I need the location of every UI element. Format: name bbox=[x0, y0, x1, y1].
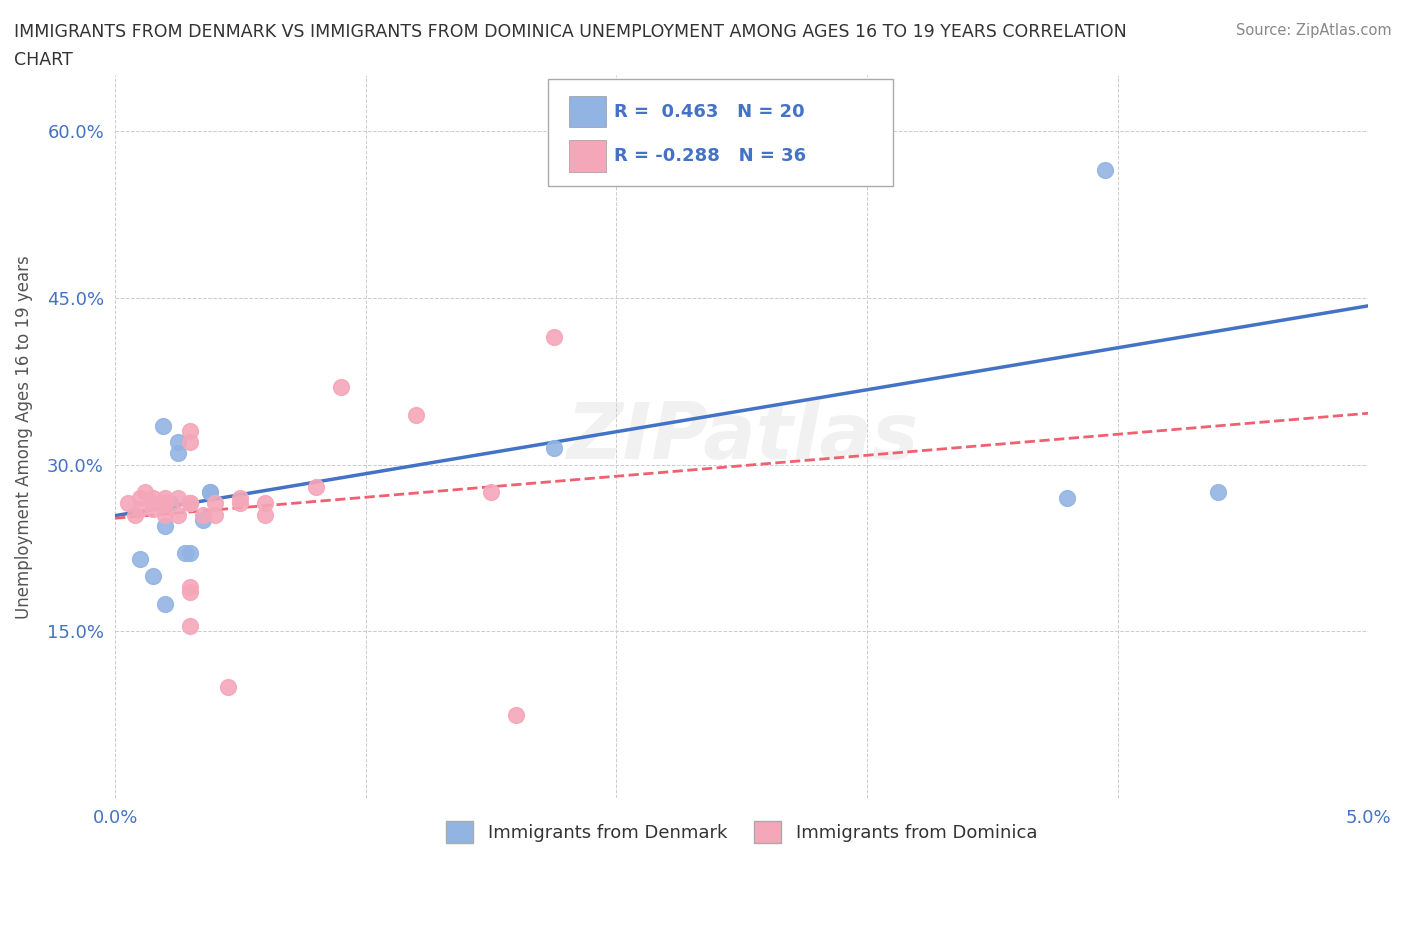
Point bbox=[155, 496, 177, 511]
Point bbox=[129, 501, 152, 516]
Point bbox=[174, 546, 197, 561]
Point bbox=[200, 485, 222, 499]
Point bbox=[204, 496, 226, 511]
Point bbox=[179, 435, 201, 450]
Point bbox=[134, 485, 156, 499]
Point bbox=[543, 441, 565, 456]
Point bbox=[217, 680, 239, 695]
Point bbox=[543, 329, 565, 344]
Point bbox=[1206, 485, 1229, 499]
Point bbox=[1056, 490, 1078, 505]
Point bbox=[142, 568, 165, 583]
Point bbox=[124, 507, 146, 522]
Point bbox=[179, 496, 201, 511]
Point bbox=[142, 501, 165, 516]
Point bbox=[405, 407, 427, 422]
Point bbox=[166, 446, 188, 461]
Y-axis label: Unemployment Among Ages 16 to 19 years: Unemployment Among Ages 16 to 19 years bbox=[15, 255, 32, 618]
Point bbox=[129, 551, 152, 566]
Point bbox=[505, 707, 527, 722]
Point bbox=[1094, 163, 1116, 178]
Point bbox=[204, 507, 226, 522]
Point bbox=[159, 496, 181, 511]
Point bbox=[191, 512, 214, 527]
Legend: Immigrants from Denmark, Immigrants from Dominica: Immigrants from Denmark, Immigrants from… bbox=[439, 814, 1045, 850]
Point bbox=[179, 496, 201, 511]
Point bbox=[254, 496, 277, 511]
Text: IMMIGRANTS FROM DENMARK VS IMMIGRANTS FROM DOMINICA UNEMPLOYMENT AMONG AGES 16 T: IMMIGRANTS FROM DENMARK VS IMMIGRANTS FR… bbox=[14, 23, 1126, 41]
Point bbox=[155, 496, 177, 511]
Text: R = -0.288   N = 36: R = -0.288 N = 36 bbox=[614, 147, 807, 166]
Point bbox=[166, 490, 188, 505]
Point bbox=[155, 496, 177, 511]
Text: R =  0.463   N = 20: R = 0.463 N = 20 bbox=[614, 102, 806, 121]
Point bbox=[142, 490, 165, 505]
Point bbox=[191, 507, 214, 522]
Point bbox=[655, 157, 678, 172]
Point bbox=[166, 507, 188, 522]
Text: CHART: CHART bbox=[14, 51, 73, 69]
Point bbox=[117, 496, 139, 511]
Point bbox=[254, 507, 277, 522]
Point bbox=[129, 490, 152, 505]
Point bbox=[179, 496, 201, 511]
Point bbox=[229, 496, 252, 511]
Text: ZIPatlas: ZIPatlas bbox=[565, 399, 918, 474]
Point bbox=[155, 496, 177, 511]
Point bbox=[142, 496, 165, 511]
Point bbox=[179, 579, 201, 594]
Point bbox=[304, 479, 326, 494]
Point bbox=[179, 618, 201, 633]
Point bbox=[179, 546, 201, 561]
Point bbox=[155, 596, 177, 611]
Point bbox=[200, 485, 222, 499]
Point bbox=[229, 490, 252, 505]
Point bbox=[155, 490, 177, 505]
Point bbox=[179, 585, 201, 600]
Text: Source: ZipAtlas.com: Source: ZipAtlas.com bbox=[1236, 23, 1392, 38]
Point bbox=[166, 435, 188, 450]
Point bbox=[155, 518, 177, 533]
Point bbox=[479, 485, 502, 499]
Point bbox=[179, 424, 201, 439]
Point bbox=[155, 507, 177, 522]
Point bbox=[152, 418, 174, 433]
Point bbox=[329, 379, 352, 394]
